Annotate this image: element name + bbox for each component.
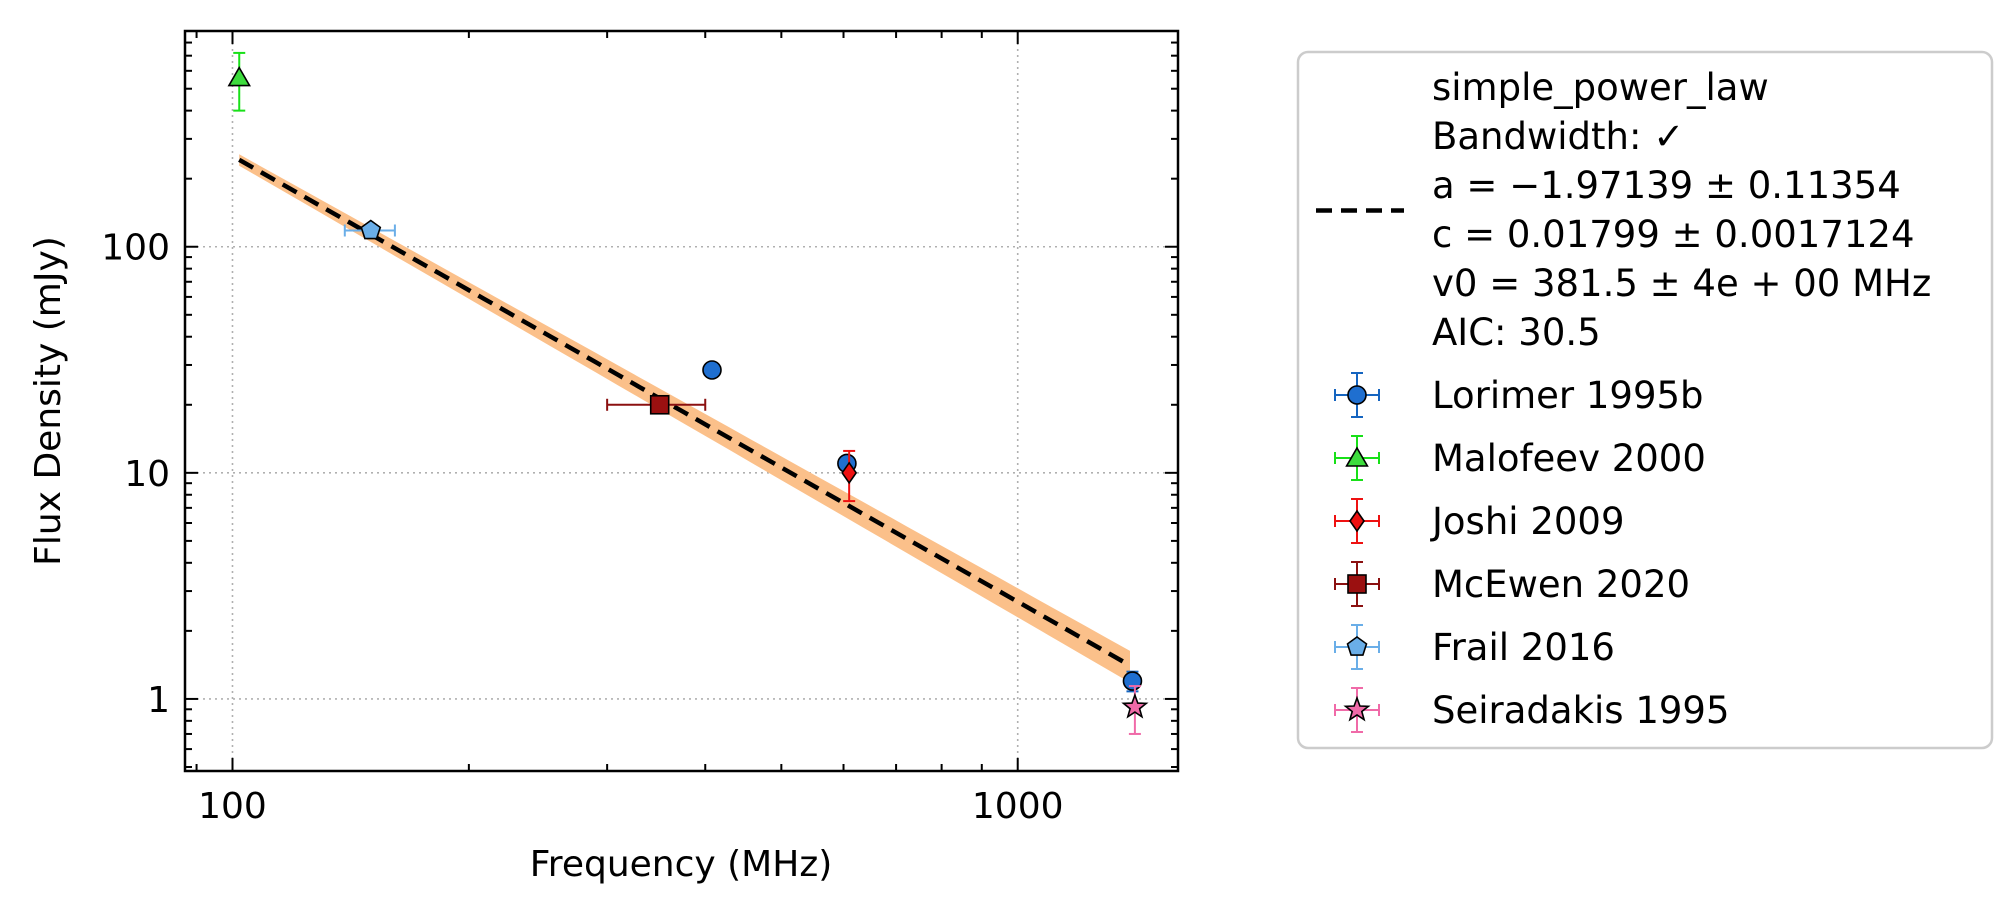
data-point-triangle <box>227 65 251 87</box>
axis-tick-labels: 100 1000 1 10 100 <box>101 228 1063 827</box>
legend-entry: Malofeev 2000 <box>1334 435 1706 481</box>
series <box>702 360 1143 693</box>
legend-box <box>1296 50 1994 750</box>
legend-label: McEwen 2020 <box>1432 563 1690 606</box>
legend-fit-text: Bandwidth: ✓ <box>1432 115 1684 158</box>
legend-items: simple_power_law Bandwidth: ✓ a = −1.97139… <box>1316 66 1931 733</box>
x-tick-label: 100 <box>198 786 267 827</box>
plot-frame <box>183 29 1180 773</box>
data-point-circle <box>1122 671 1143 691</box>
data-point-pentagon <box>360 219 382 240</box>
legend-marker-circle <box>1347 385 1367 405</box>
y-tick-label: 100 <box>101 228 170 269</box>
data-point-diamond <box>841 461 858 485</box>
legend-entry: Seiradakis 1995 <box>1334 687 1729 733</box>
data-points <box>227 51 1149 735</box>
legend-fit-text: simple_power_law <box>1432 66 1769 109</box>
legend-fit-text: a = −1.97139 ± 0.11354 <box>1432 164 1901 207</box>
series <box>1121 685 1149 735</box>
legend-label: Malofeev 2000 <box>1432 437 1706 480</box>
legend-marker-diamond <box>1349 509 1365 533</box>
series <box>343 219 396 240</box>
legend-entry: Lorimer 1995b <box>1334 372 1704 418</box>
legend-marker-star <box>1343 695 1371 722</box>
data-point-circle <box>702 360 722 380</box>
series <box>606 394 707 415</box>
legend-label: Lorimer 1995b <box>1432 374 1704 417</box>
y-tick-label: 1 <box>147 680 170 721</box>
legend-label: Joshi 2009 <box>1430 500 1624 543</box>
legend-fit-text: AIC: 30.5 <box>1432 311 1601 354</box>
legend: simple_power_law Bandwidth: ✓ a = −1.97139… <box>1296 50 1994 750</box>
series <box>227 51 251 112</box>
legend-marker-triangle <box>1345 446 1369 467</box>
data-point-star <box>1121 692 1149 719</box>
legend-entry: Joshi 2009 <box>1334 498 1624 544</box>
legend-marker-pentagon <box>1346 636 1368 656</box>
fit-line <box>238 157 1132 668</box>
x-axis-label: Frequency (MHz) <box>530 844 833 885</box>
legend-entry: McEwen 2020 <box>1334 561 1690 607</box>
y-axis-label: Flux Density (mJy) <box>28 236 69 566</box>
y-tick-label: 10 <box>124 454 170 495</box>
fit-line-layer <box>238 157 1132 668</box>
legend-label: Frail 2016 <box>1432 626 1615 669</box>
legend-entry: Frail 2016 <box>1334 624 1615 670</box>
legend-label: Seiradakis 1995 <box>1432 689 1729 732</box>
series <box>841 449 858 503</box>
axis-ticks <box>185 30 1178 771</box>
legend-marker-square <box>1347 574 1367 594</box>
legend-fit-text: v0 = 381.5 ± 4e + 00 MHz <box>1432 262 1931 305</box>
x-tick-label: 1000 <box>972 786 1064 827</box>
data-point-square <box>649 394 670 415</box>
legend-fit-text: c = 0.01799 ± 0.0017124 <box>1432 213 1914 256</box>
